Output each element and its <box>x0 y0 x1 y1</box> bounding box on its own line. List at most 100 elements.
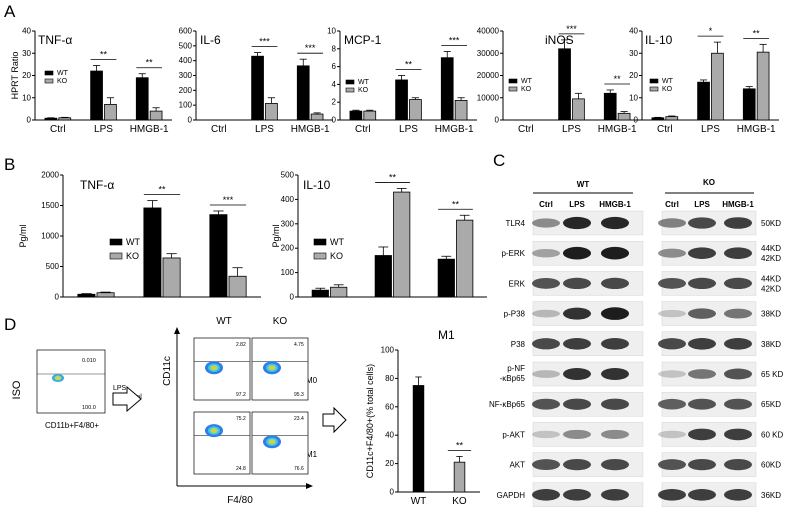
blot-band <box>563 277 591 290</box>
bar <box>104 104 117 121</box>
significance-label: ** <box>158 185 166 195</box>
x-tick-label: HMGB-1 <box>130 124 169 135</box>
bar <box>665 116 679 121</box>
blot-size-label: 38KD <box>761 340 781 349</box>
bar <box>90 70 103 121</box>
legend-label: WT <box>358 79 370 86</box>
lane-label: HMGB-1 <box>722 200 754 209</box>
blot-band <box>601 277 629 290</box>
flow-cytometry: ISO 0.010 100.0 CD11b+F4/80+ LPS100ng/ml… <box>11 316 347 506</box>
x-tick-label: WT <box>411 496 427 507</box>
flow-wt-label: WT <box>216 316 232 327</box>
x-tick-label: HMGB-1 <box>598 124 637 135</box>
chart-title: IL-10 <box>645 33 673 47</box>
blot-band <box>658 338 686 350</box>
blot-size-label: 44KD 42KD <box>761 274 781 293</box>
significance-label: *** <box>223 195 234 205</box>
x-tick-label: Ctrl <box>355 124 371 135</box>
y-tick-label: 2 <box>332 98 337 107</box>
bar <box>44 117 58 121</box>
bar <box>96 292 115 298</box>
chart-0: 0 10 20 30 40 TNF-α HPRT Ratio Ctrl LPS HMGB-1 ** *… <box>10 27 172 135</box>
y-tick-label: 500 <box>179 41 193 50</box>
legend-label: KO <box>330 251 343 261</box>
quadrant-bottom-value: 24.8 <box>236 466 246 472</box>
blot-band <box>658 398 686 410</box>
blot-band <box>532 430 560 439</box>
blot-band <box>601 489 629 501</box>
blot-band <box>724 277 752 290</box>
density-plot: 75.2 24.8 <box>193 411 251 475</box>
blot-band <box>688 398 716 410</box>
blot-row-label: p-ERK <box>501 249 525 258</box>
legend-swatch <box>345 79 355 85</box>
significance-label: * <box>709 26 713 36</box>
x-tick-label: KO <box>452 496 467 507</box>
iso-quadrant-top: 0.010 <box>82 358 96 364</box>
y-tick-label: 200 <box>179 86 193 95</box>
chart-6: 0 100 200 300 400 500 IL-10 Pg/ml ** ** WT KO <box>271 171 487 302</box>
y-tick-label: 0 <box>495 116 500 125</box>
significance-label: *** <box>259 37 270 47</box>
legend-swatch <box>109 238 123 246</box>
bar <box>310 113 324 121</box>
blot-row-label: GAPDH <box>497 491 526 500</box>
y-tick-label: 300 <box>179 71 193 80</box>
blot-row: p-P38 38KD <box>504 301 781 326</box>
y-tick-label: 600 <box>179 27 193 36</box>
legend-swatch <box>44 78 54 84</box>
y-tick-label: 0 <box>634 116 639 125</box>
chart-title: IL-10 <box>303 178 331 192</box>
bar <box>453 461 466 493</box>
blot-band <box>532 489 560 501</box>
blot-band <box>658 430 686 439</box>
y-tick-label: 500 <box>46 262 60 271</box>
bar <box>572 98 585 121</box>
legend-label: KO <box>662 86 673 93</box>
blot-group-wt: WT <box>577 180 590 189</box>
blot-row-label: P38 <box>511 340 526 349</box>
y-tick-label: 100 <box>179 101 193 110</box>
bar <box>143 207 162 298</box>
significance-label: ** <box>456 441 464 451</box>
blot-band <box>532 370 560 378</box>
blot-band <box>601 216 629 230</box>
legend-label: WT <box>662 78 674 85</box>
blot-band <box>601 398 629 410</box>
blot-band <box>724 217 752 229</box>
blot-band <box>688 308 716 319</box>
x-tick-label: Ctrl <box>211 124 227 135</box>
chart-3: 0 10000 20000 30000 40000 iNOS Ctrl LPS HMGB-1 **… <box>477 24 640 135</box>
iso-density-plot: 0.010 100.0 <box>36 349 106 414</box>
blot-size-label: 50KD <box>761 219 781 228</box>
bar <box>393 191 411 298</box>
blot-band <box>601 307 629 320</box>
x-tick-label: LPS <box>94 124 113 135</box>
y-tick-label: 1000 <box>41 232 59 241</box>
density-plot: 23.4 76.6 <box>251 411 309 475</box>
y-tick-label: 0 <box>332 116 337 125</box>
blot-band <box>688 489 716 501</box>
legend-label: WT <box>57 70 69 77</box>
bar <box>228 275 247 298</box>
m0-label: M0 <box>306 376 318 385</box>
blot-band <box>724 458 752 471</box>
y-tick-label: 0 <box>290 293 295 302</box>
blot-band <box>601 246 629 260</box>
blot-size-label: 44KD 42KD <box>761 244 781 263</box>
blot-band <box>563 368 591 380</box>
significance-label: ** <box>614 74 622 84</box>
blot-row: TLR4 50KD <box>505 210 781 236</box>
bar <box>697 81 710 121</box>
y-tick-label: 0 <box>390 488 395 497</box>
legend-swatch <box>508 86 518 92</box>
panel-label-a: A <box>4 2 16 21</box>
x-tick-label: HMGB-1 <box>737 124 776 135</box>
blot-band <box>563 216 591 230</box>
process-arrow <box>112 385 142 413</box>
iso-axis-label: ISO <box>11 380 23 399</box>
blot-band <box>724 428 752 441</box>
